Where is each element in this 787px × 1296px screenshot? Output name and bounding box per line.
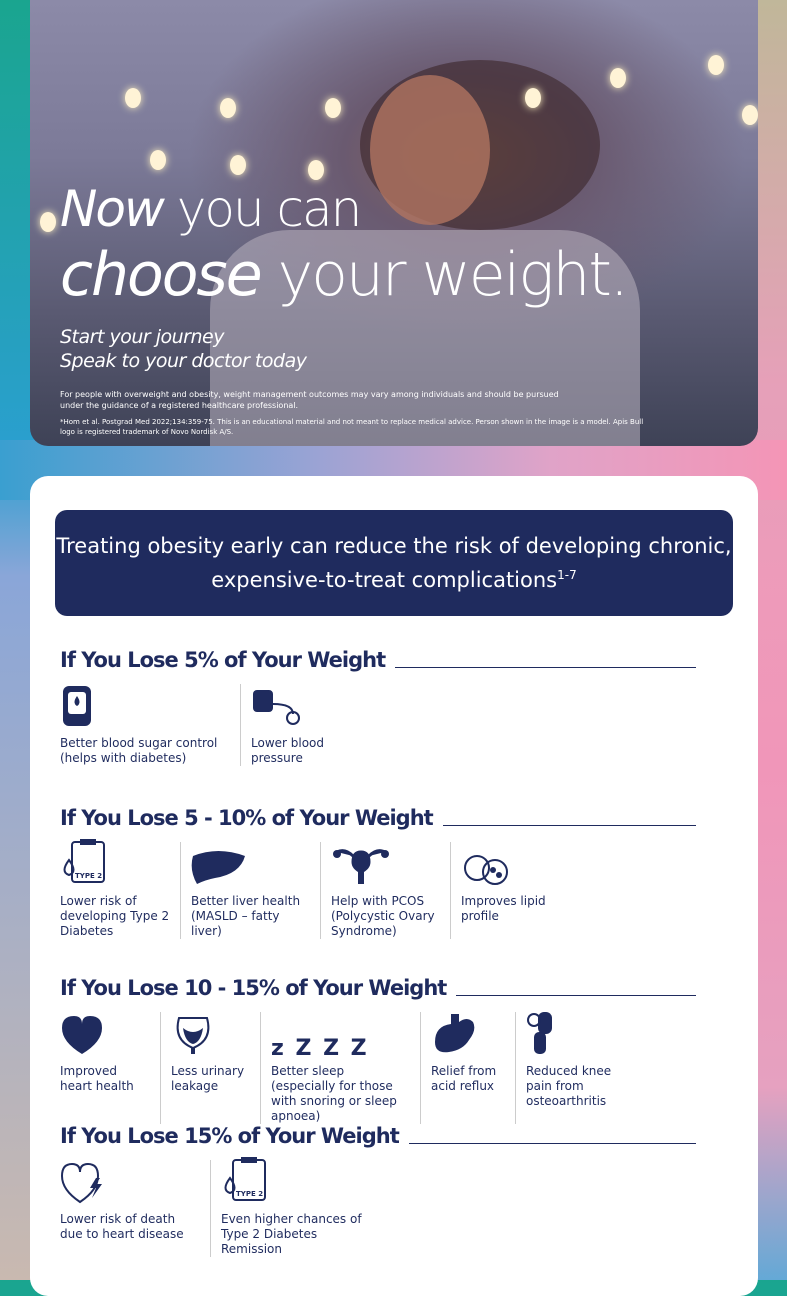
section-2: If You Lose 5 - 10% of Your Weight TYPE 2… bbox=[60, 806, 696, 939]
benefit-label: Lower risk of developing Type 2 Diabetes bbox=[60, 894, 170, 938]
blood-pressure-icon bbox=[251, 684, 340, 728]
divider bbox=[456, 995, 696, 996]
hero-photo-person bbox=[210, 230, 640, 446]
benefit-item: TYPE 2 Even higher chances of Type 2 Diab… bbox=[210, 1157, 390, 1257]
benefit-label: Reduced knee pain from osteoarthritis bbox=[526, 1064, 612, 1108]
uterus-icon bbox=[331, 842, 440, 886]
benefit-label: Help with PCOS (Polycystic Ovary Syndrom… bbox=[331, 894, 435, 938]
benefit-item: Improves lipid profile bbox=[450, 842, 560, 939]
benefit-item: Better liver health (MASLD – fatty liver… bbox=[180, 842, 320, 939]
section-title: If You Lose 10 - 15% of Your Weight bbox=[60, 976, 696, 1000]
benefit-item: TYPE 2 Lower risk of developing Type 2 Di… bbox=[60, 839, 180, 939]
benefit-item: Better blood sugar control (helps with d… bbox=[60, 684, 240, 766]
benefit-label: Relief from acid reflux bbox=[431, 1064, 497, 1093]
svg-text:TYPE 2: TYPE 2 bbox=[75, 872, 102, 880]
divider bbox=[442, 825, 696, 826]
section-3: If You Lose 10 - 15% of Your Weight Impro… bbox=[60, 976, 696, 1124]
heart-icon bbox=[60, 1012, 150, 1056]
reference: *Hom et al. Postgrad Med 2022;134:359-75… bbox=[60, 418, 644, 436]
section-title: If You Lose 15% of Your Weight bbox=[60, 1124, 696, 1148]
stomach-icon bbox=[431, 1012, 505, 1056]
section-4: If You Lose 15% of Your Weight Lower risk… bbox=[60, 1124, 696, 1257]
bladder-icon bbox=[171, 1012, 250, 1056]
clipboard-type2-icon: TYPE 2 bbox=[221, 1157, 380, 1204]
section-1: If You Lose 5% of Your Weight Better bloo… bbox=[60, 648, 696, 766]
benefit-label: Lower risk of death due to heart disease bbox=[60, 1212, 184, 1241]
benefit-item: Lower blood pressure bbox=[240, 684, 350, 766]
info-card: Treating obesity early can reduce the ri… bbox=[30, 476, 758, 1296]
benefit-item: Less urinary leakage bbox=[160, 1012, 260, 1124]
benefit-label: Less urinary leakage bbox=[171, 1064, 245, 1093]
heart-lightning-icon bbox=[60, 1160, 200, 1204]
hero-banner: Now you can choose your weight. Start yo… bbox=[30, 0, 758, 446]
benefit-label: Better sleep (especially for those with … bbox=[271, 1064, 397, 1123]
sleep-icon: z Z Z Z bbox=[271, 1036, 369, 1061]
benefit-label: Improves lipid profile bbox=[461, 894, 546, 923]
benefit-label: Lower blood pressure bbox=[251, 736, 325, 765]
svg-text:TYPE 2: TYPE 2 bbox=[236, 1190, 263, 1198]
hero-subtitle: Start your journey Speak to your doctor t… bbox=[60, 326, 307, 372]
benefit-label: Better liver health (MASLD – fatty liver… bbox=[191, 894, 301, 938]
divider bbox=[395, 667, 696, 668]
liver-icon bbox=[191, 842, 310, 886]
section-title: If You Lose 5 - 10% of Your Weight bbox=[60, 806, 696, 830]
clipboard-type2-icon: TYPE 2 bbox=[60, 839, 170, 886]
benefit-item: Help with PCOS (Polycystic Ovary Syndrom… bbox=[320, 842, 450, 939]
disclaimer: For people with overweight and obesity, … bbox=[60, 390, 559, 410]
knee-icon bbox=[526, 1012, 615, 1056]
divider bbox=[408, 1143, 696, 1144]
benefit-label: Even higher chances of Type 2 Diabetes R… bbox=[221, 1212, 362, 1256]
hero-photo-face bbox=[370, 75, 490, 225]
benefit-label: Better blood sugar control (helps with d… bbox=[60, 736, 218, 765]
lipid-icon bbox=[461, 842, 550, 886]
hero-title: Now you can choose your weight. bbox=[60, 180, 629, 310]
benefit-label: Improved heart health bbox=[60, 1064, 134, 1093]
benefit-item: Lower risk of death due to heart disease bbox=[60, 1160, 210, 1257]
benefit-item: Improved heart health bbox=[60, 1012, 160, 1124]
benefit-item: Reduced knee pain from osteoarthritis bbox=[515, 1012, 625, 1124]
benefit-item: Relief from acid reflux bbox=[420, 1012, 515, 1124]
headline-banner: Treating obesity early can reduce the ri… bbox=[55, 510, 733, 616]
section-title: If You Lose 5% of Your Weight bbox=[60, 648, 696, 672]
glucometer-icon bbox=[60, 684, 230, 728]
benefit-item: z Z Z Z Better sleep (especially for thos… bbox=[260, 1012, 420, 1124]
